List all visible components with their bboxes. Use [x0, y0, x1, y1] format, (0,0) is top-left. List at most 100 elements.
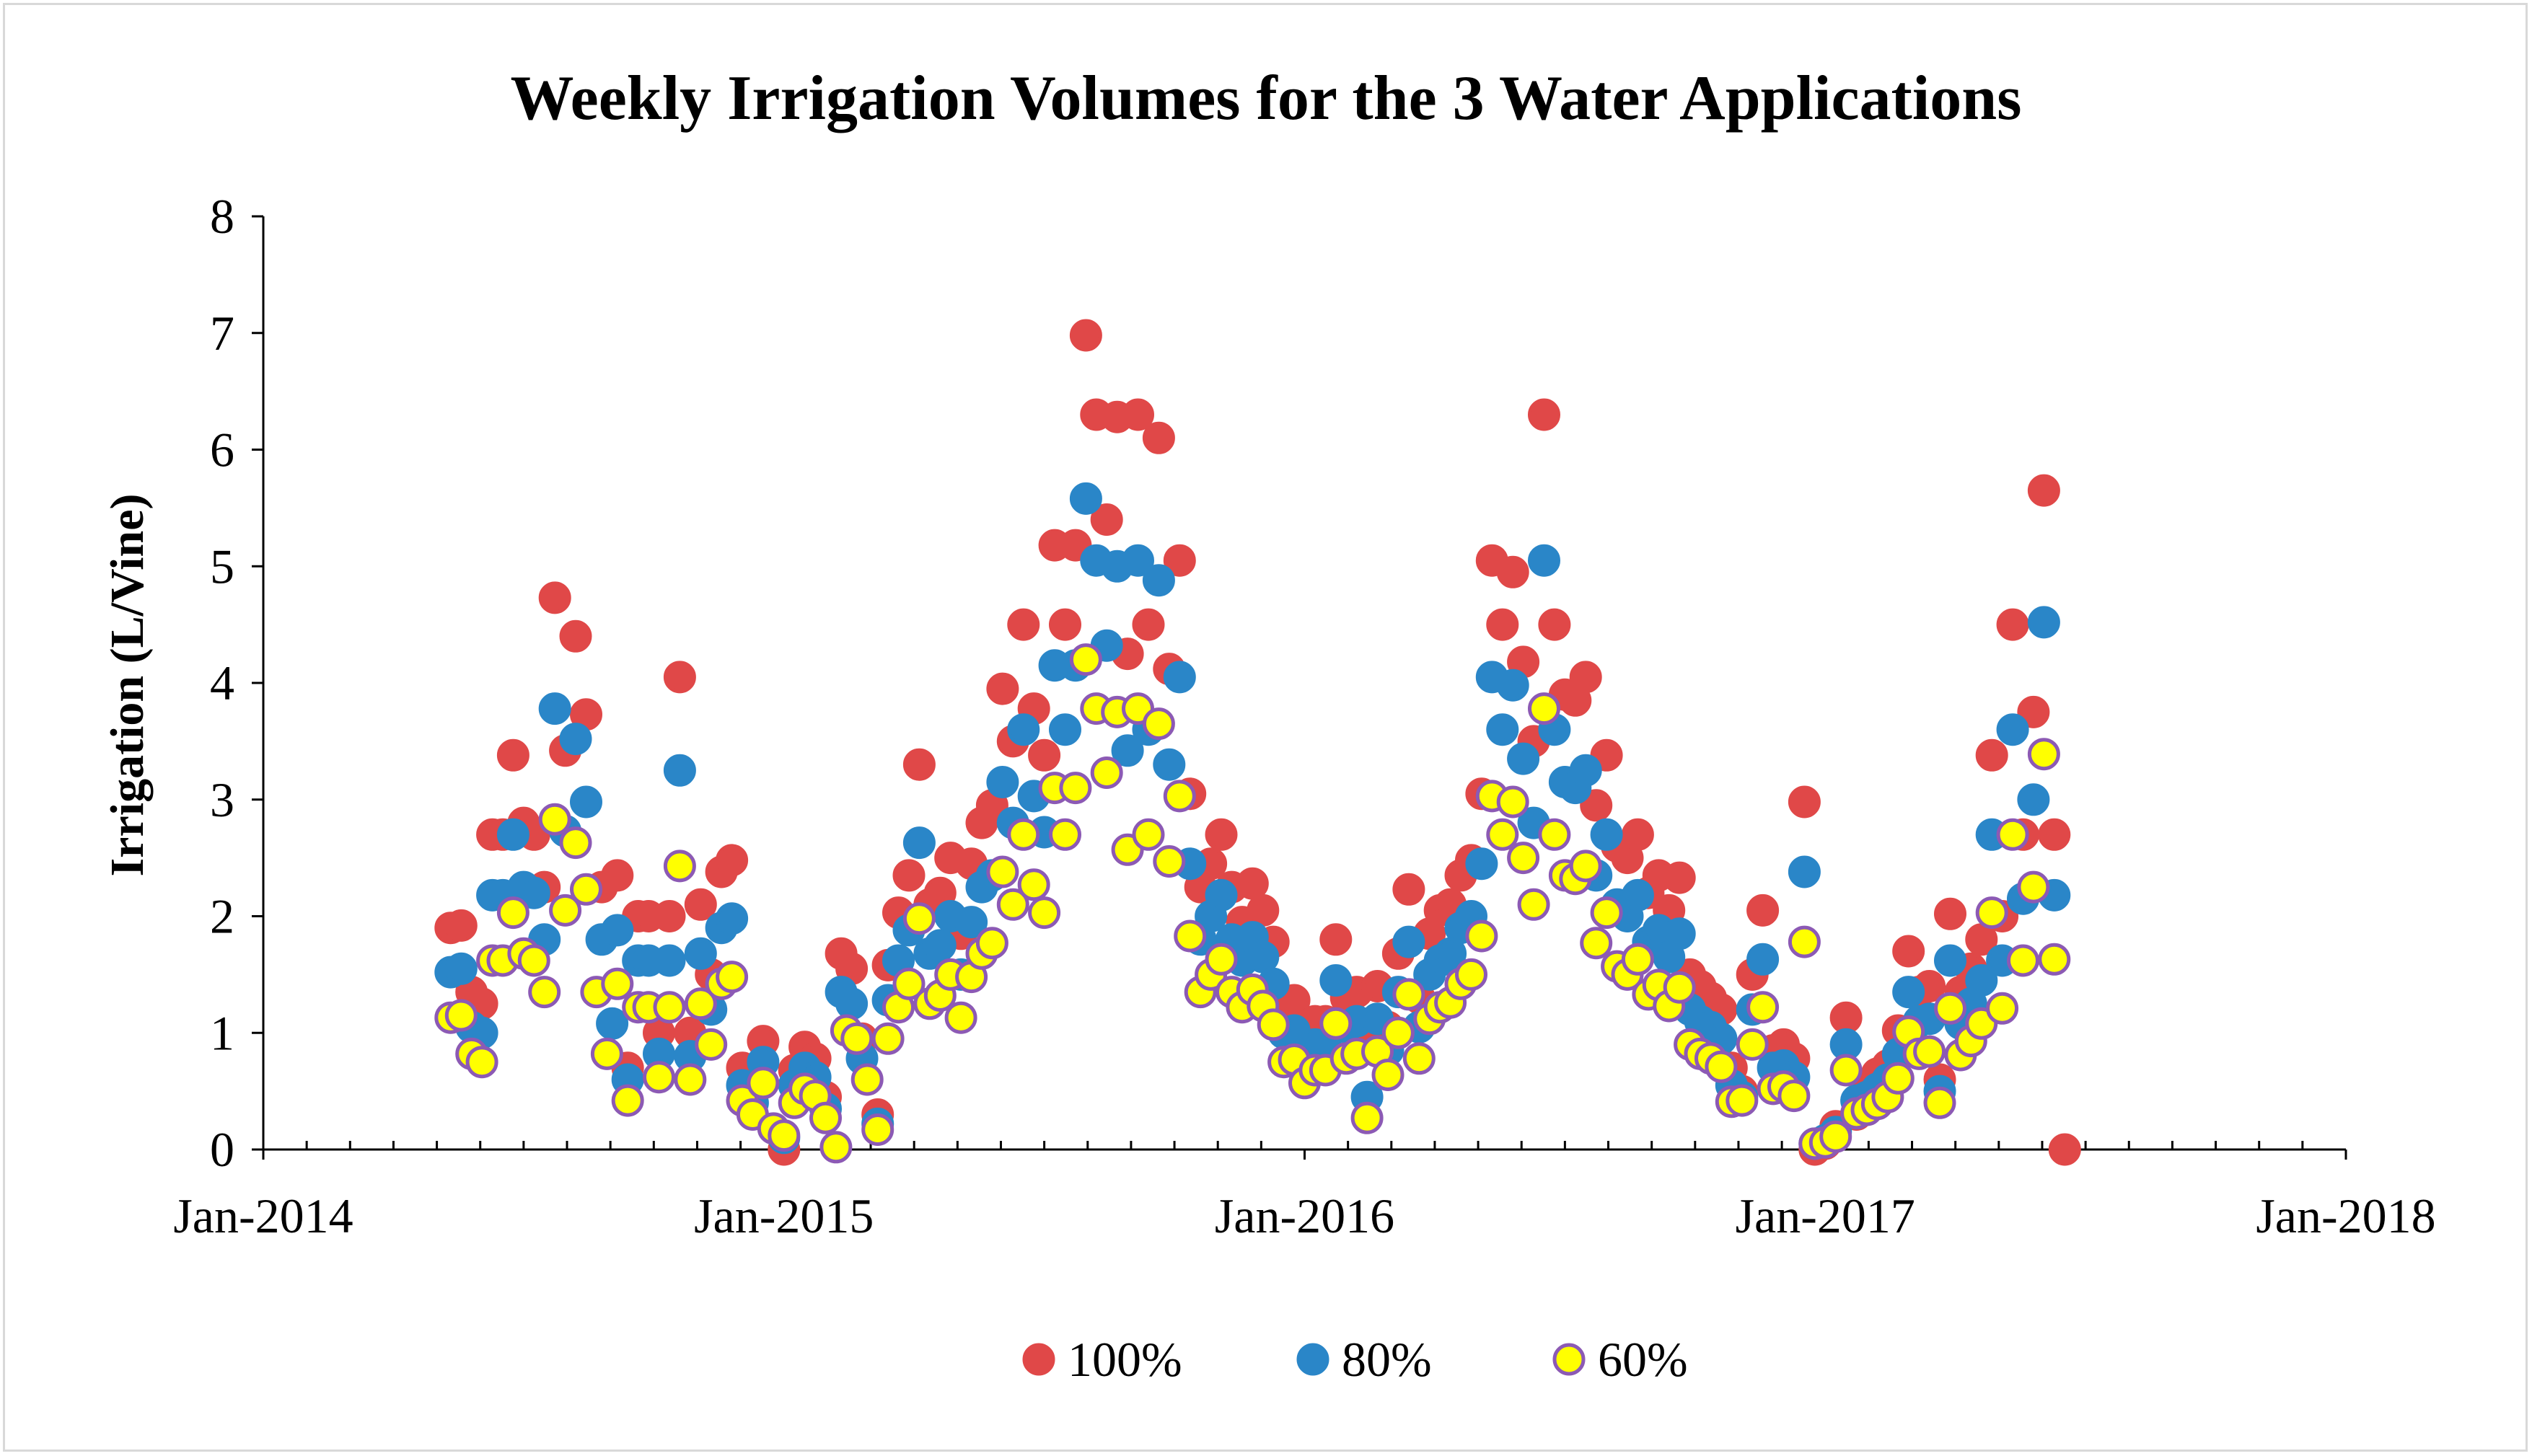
data-point: [528, 976, 561, 1009]
data-point: [1153, 748, 1186, 781]
data-point: [1465, 919, 1498, 953]
data-point: [1569, 661, 1602, 694]
data-point: [695, 1028, 728, 1061]
data-point: [1319, 964, 1353, 997]
data-point: [1163, 544, 1196, 577]
data-point: [663, 850, 696, 883]
legend-label-80: 80%: [1342, 1332, 1432, 1387]
data-point: [840, 1022, 874, 1055]
data-point: [716, 844, 749, 877]
data-point: [1829, 1054, 1863, 1087]
data-point: [465, 1046, 498, 1079]
legend-label-60: 60%: [1598, 1332, 1688, 1387]
legend-marker-100: [1022, 1343, 1055, 1376]
data-point: [538, 581, 571, 614]
data-point: [1319, 1007, 1353, 1040]
data-point: [1975, 738, 2008, 772]
data-point: [1923, 1086, 1956, 1119]
y-tick-label: 2: [210, 889, 234, 944]
data-point: [902, 902, 936, 935]
data-point: [663, 661, 696, 694]
data-point: [892, 967, 926, 1000]
data-point: [1777, 1080, 1811, 1113]
data-point: [1580, 789, 1613, 822]
data-point: [1455, 958, 1487, 991]
data-point: [1028, 738, 1061, 772]
y-axis-label: Irrigation (L/Vine): [101, 494, 154, 877]
data-point: [1621, 818, 1654, 851]
data-point: [1590, 896, 1623, 930]
data-point: [1913, 1035, 1946, 1068]
data-point: [653, 991, 686, 1024]
data-point: [1569, 850, 1602, 883]
data-point: [1069, 319, 1102, 352]
legend-marker-80: [1296, 1343, 1329, 1376]
data-point: [986, 766, 1019, 798]
data-point: [902, 826, 936, 860]
data-point: [1371, 1059, 1405, 1091]
data-point: [902, 748, 936, 781]
data-point: [496, 738, 529, 772]
data-point: [1746, 943, 1780, 976]
data-point: [809, 1101, 842, 1134]
data-point: [1174, 919, 1207, 953]
data-point: [2038, 943, 2071, 976]
x-tick-label: Jan-2015: [694, 1188, 874, 1243]
data-point: [674, 1063, 707, 1096]
data-point: [601, 859, 634, 892]
data-point: [1829, 1001, 1863, 1034]
data-point: [1142, 564, 1175, 597]
data-point: [559, 826, 592, 860]
data-point: [1569, 754, 1602, 787]
data-point: [1007, 818, 1040, 851]
chart-frame: [3, 3, 2528, 1452]
data-point: [986, 672, 1019, 705]
data-point: [1892, 935, 1925, 968]
legend: 100% 80% 60%: [1022, 1332, 1688, 1387]
data-point: [2027, 606, 2060, 639]
data-point: [1069, 643, 1102, 676]
data-point: [1934, 992, 1966, 1025]
data-point: [1507, 742, 1540, 775]
data-point: [1996, 818, 2029, 851]
data-point: [1705, 1050, 1738, 1083]
data-point: [871, 1022, 905, 1055]
data-point: [835, 987, 869, 1020]
data-point: [1028, 896, 1061, 930]
data-point: [1163, 661, 1196, 694]
data-point: [1205, 878, 1238, 912]
data-point: [684, 937, 717, 970]
data-point: [444, 952, 478, 985]
data-point: [1007, 608, 1040, 641]
data-point: [2017, 783, 2050, 816]
data-point: [716, 902, 749, 935]
data-point: [747, 1067, 780, 1100]
data-point: [1059, 772, 1092, 805]
data-point: [975, 927, 1008, 960]
legend-marker-60: [1552, 1343, 1586, 1376]
data-point: [850, 1063, 884, 1096]
data-point: [1663, 971, 1696, 1004]
data-point: [538, 803, 571, 836]
y-tick-label: 7: [210, 306, 234, 361]
y-tick-label: 3: [210, 772, 234, 827]
data-point: [517, 876, 550, 909]
data-point: [1392, 925, 1425, 958]
data-point: [643, 1061, 675, 1094]
y-tick-label: 6: [210, 423, 234, 477]
data-point: [1486, 818, 1519, 851]
data-point: [1496, 555, 1529, 588]
data-point: [1986, 992, 2019, 1025]
data-point: [1528, 544, 1560, 577]
data-point: [601, 914, 634, 947]
data-point: [496, 818, 529, 851]
data-point: [1934, 944, 1966, 977]
y-tick-label: 5: [210, 539, 234, 594]
data-point: [444, 909, 478, 942]
data-point: [923, 929, 957, 962]
data-point: [538, 692, 571, 725]
data-point: [684, 888, 717, 921]
data-point: [559, 619, 592, 653]
data-point: [1049, 713, 1081, 746]
